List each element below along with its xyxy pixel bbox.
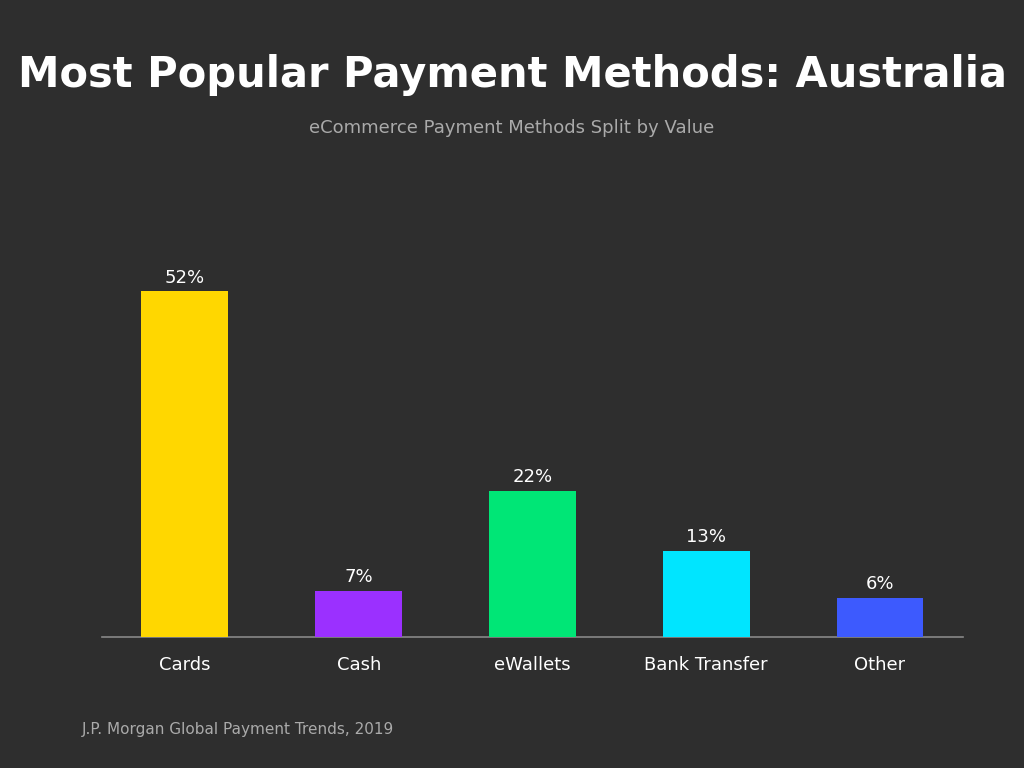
Text: 52%: 52%	[165, 269, 205, 286]
Text: 7%: 7%	[344, 568, 373, 586]
Text: eCommerce Payment Methods Split by Value: eCommerce Payment Methods Split by Value	[309, 119, 715, 137]
Bar	[663, 551, 750, 637]
Text: 6%: 6%	[865, 574, 894, 593]
Bar	[315, 591, 402, 637]
Text: 13%: 13%	[686, 528, 726, 546]
Text: J.P. Morgan Global Payment Trends, 2019: J.P. Morgan Global Payment Trends, 2019	[82, 722, 394, 737]
Bar	[141, 291, 228, 637]
Text: Most Popular Payment Methods: Australia: Most Popular Payment Methods: Australia	[17, 54, 1007, 96]
Bar	[837, 598, 924, 637]
Bar	[489, 491, 575, 637]
Text: 22%: 22%	[512, 468, 553, 486]
